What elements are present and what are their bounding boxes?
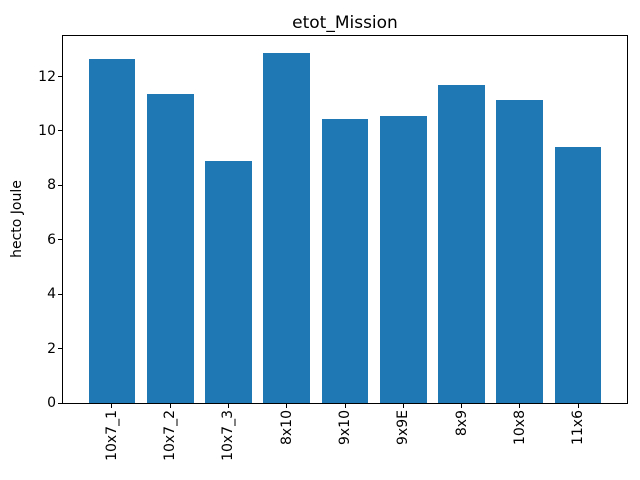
y-tick-label: 6 [47,231,56,248]
plot-area [62,35,628,404]
bar-10x7_2 [146,94,194,403]
bar-8x9 [438,84,485,403]
y-tick-mark [58,130,62,132]
y-tick-label: 8 [47,177,56,194]
y-tick-label: 2 [47,340,56,357]
x-tick-label-9x9E: 9x9E [395,410,412,445]
y-tick-mark [58,348,62,350]
y-tick-label: 4 [47,286,56,303]
x-tick-mark [111,404,113,408]
x-tick-mark [227,404,229,408]
x-tick-label-10x7_1: 10x7_1 [103,410,120,461]
x-tick-label-10x8: 10x8 [511,410,528,446]
x-tick-mark [577,404,579,408]
bar-9x10 [321,118,369,403]
x-tick-mark [344,404,346,408]
x-tick-label-10x7_2: 10x7_2 [162,410,179,461]
y-tick-mark [58,239,62,241]
y-tick-mark [58,184,62,186]
bar-10x7_1 [88,58,136,403]
y-tick-mark [58,402,62,404]
y-tick-label: 0 [47,395,56,411]
bar-10x7_3 [205,160,252,403]
chart-title: etot_Mission [292,13,398,33]
y-tick-label: 12 [38,68,56,85]
bar-9x9E [379,115,427,403]
y-tick-mark [58,293,62,295]
x-tick-mark [169,404,171,408]
x-tick-mark [461,404,463,408]
bar-11x6 [554,147,602,403]
y-tick-mark [58,76,62,78]
bar-8x10 [263,53,311,403]
x-tick-mark [286,404,288,408]
x-tick-mark [519,404,521,408]
x-tick-label-8x10: 8x10 [278,410,295,446]
y-tick-label: 10 [38,122,56,139]
x-tick-label-9x10: 9x10 [337,410,353,446]
bar-10x8 [496,99,544,403]
x-tick-label-11x6: 11x6 [570,410,587,446]
x-tick-label-10x7_3: 10x7_3 [220,410,237,461]
x-tick-mark [402,404,404,408]
x-tick-label-8x9: 8x9 [453,410,470,437]
